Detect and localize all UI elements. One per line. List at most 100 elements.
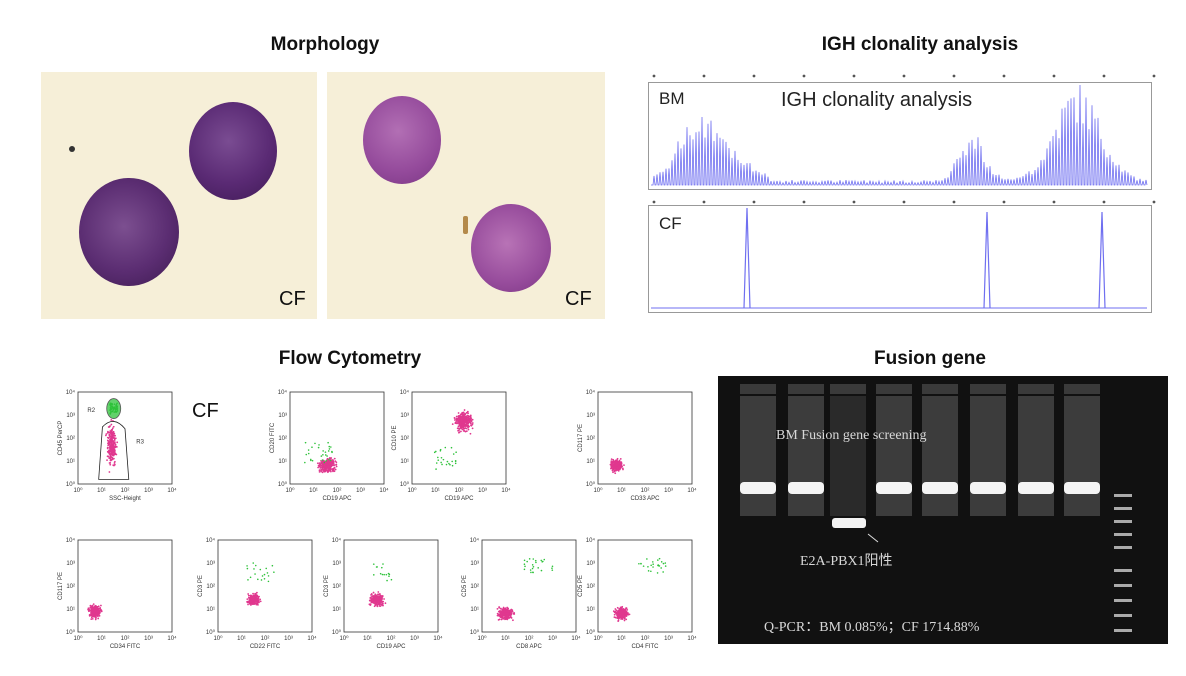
flow-y-tick: 10³ bbox=[278, 413, 287, 419]
gel-pointer bbox=[867, 533, 879, 543]
flow-x-tick: 10³ bbox=[548, 636, 557, 642]
flow-x-tick: 10⁴ bbox=[167, 635, 177, 642]
tick-mark bbox=[1002, 74, 1006, 78]
flow-y-tick: 10¹ bbox=[400, 459, 409, 465]
flow-x-tick: 10² bbox=[121, 636, 130, 642]
gel-well bbox=[830, 384, 866, 394]
flow-x-label: CD34 FITC bbox=[110, 644, 141, 650]
flow-y-tick: 10² bbox=[400, 436, 409, 442]
flow-events bbox=[609, 457, 625, 475]
flow-x-tick: 10² bbox=[121, 488, 130, 494]
tick-mark bbox=[1102, 74, 1106, 78]
flow-y-label: CD45 PerCP bbox=[58, 421, 64, 456]
flow-y-label: CD10 PE bbox=[392, 425, 398, 450]
tick-mark bbox=[902, 200, 906, 204]
flow-x-tick: 10² bbox=[333, 488, 342, 494]
flow-y-tick: 10⁰ bbox=[278, 481, 288, 488]
igh-cf-label: CF bbox=[659, 214, 682, 233]
flow-x-tick: 10⁰ bbox=[477, 635, 487, 642]
flow-y-tick: 10³ bbox=[332, 561, 341, 567]
gel-well bbox=[970, 384, 1006, 394]
flow-cf-label: CF bbox=[192, 400, 219, 422]
gel-band bbox=[788, 482, 824, 494]
flow-x-tick: 10⁴ bbox=[571, 635, 581, 642]
gate-r2 bbox=[106, 398, 122, 419]
flow-x-tick: 10¹ bbox=[617, 488, 626, 494]
flow-y-tick: 10⁴ bbox=[278, 389, 288, 396]
ladder-band bbox=[1114, 507, 1132, 510]
flow-events bbox=[612, 557, 667, 622]
flow-y-tick: 10³ bbox=[66, 413, 75, 419]
blast-cell bbox=[189, 102, 277, 200]
flow-events bbox=[433, 409, 474, 470]
tick-mark bbox=[952, 200, 956, 204]
flow-title: Flow Cytometry bbox=[278, 348, 422, 369]
blast-cell bbox=[363, 96, 441, 184]
flow-y-tick: 10⁴ bbox=[586, 389, 596, 396]
flow-plot-frame bbox=[77, 391, 173, 485]
flow-x-tick: 10³ bbox=[410, 636, 419, 642]
flow-y-tick: 10⁰ bbox=[400, 481, 410, 488]
flow-y-tick: 10⁰ bbox=[470, 629, 480, 636]
flow-x-tick: 10⁴ bbox=[379, 487, 389, 494]
flow-y-tick: 10³ bbox=[586, 413, 595, 419]
flow-events bbox=[496, 558, 554, 622]
flow-y-tick: 10² bbox=[206, 584, 215, 590]
flow-events bbox=[304, 441, 338, 474]
tick-mark bbox=[1002, 200, 1006, 204]
gel-smear bbox=[970, 396, 1006, 516]
flow-x-tick: 10⁴ bbox=[167, 487, 177, 494]
flow-x-tick: 10³ bbox=[664, 636, 673, 642]
flow-y-tick: 10² bbox=[470, 584, 479, 590]
igh-cf-peak-1 bbox=[743, 207, 751, 309]
flow-x-tick: 10¹ bbox=[363, 636, 372, 642]
flow-x-tick: 10¹ bbox=[237, 636, 246, 642]
flow-x-tick: 10¹ bbox=[617, 636, 626, 642]
gel-smear bbox=[1018, 396, 1054, 516]
igh-cf-trace-box: CF bbox=[648, 205, 1152, 313]
flow-x-tick: 10⁴ bbox=[501, 487, 511, 494]
gel-positive-label: E2A-PBX1阳性 bbox=[800, 554, 893, 569]
gel-well bbox=[922, 384, 958, 394]
tick-mark bbox=[702, 74, 706, 78]
gel-well bbox=[1064, 384, 1100, 394]
flow-x-tick: 10¹ bbox=[501, 636, 510, 642]
flow-y-tick: 10³ bbox=[586, 561, 595, 567]
tick-mark bbox=[902, 74, 906, 78]
flow-x-label: CD19 APC bbox=[322, 496, 352, 502]
ladder-band bbox=[1114, 629, 1132, 632]
igh-cf-trace bbox=[651, 207, 1147, 309]
gel-band bbox=[970, 482, 1006, 494]
morphology-panel-1: CF bbox=[41, 72, 317, 319]
gel-band bbox=[876, 482, 912, 494]
gel-band bbox=[1064, 482, 1100, 494]
gel-well bbox=[1018, 384, 1054, 394]
flow-plot-frame bbox=[481, 539, 577, 633]
flow-x-tick: 10² bbox=[641, 488, 650, 494]
gel-smear bbox=[922, 396, 958, 516]
flow-y-label: CD3 PE bbox=[198, 575, 204, 597]
gel-band bbox=[740, 482, 776, 494]
flow-x-label: CD19 APC bbox=[444, 496, 474, 502]
flow-x-label: CD22 FITC bbox=[250, 644, 281, 650]
tick-mark bbox=[852, 200, 856, 204]
flow-plot-frame bbox=[289, 391, 385, 485]
fusion-title: Fusion gene bbox=[874, 348, 986, 369]
flow-y-tick: 10¹ bbox=[586, 459, 595, 465]
tick-mark bbox=[1152, 200, 1156, 204]
flow-plot-frame bbox=[411, 391, 507, 485]
flow-x-tick: 10⁴ bbox=[307, 635, 317, 642]
flow-y-tick: 10⁰ bbox=[66, 481, 76, 488]
gate-r3 bbox=[98, 421, 130, 480]
flow-x-tick: 10³ bbox=[284, 636, 293, 642]
flow-y-tick: 10² bbox=[586, 584, 595, 590]
flow-x-tick: 10³ bbox=[144, 636, 153, 642]
flow-x-tick: 10³ bbox=[478, 488, 487, 494]
flow-x-tick: 10² bbox=[641, 636, 650, 642]
gate-r2-label: R2 bbox=[87, 408, 95, 414]
flow-x-tick: 10⁰ bbox=[285, 487, 295, 494]
gel-smear bbox=[788, 396, 824, 516]
debris-dot bbox=[463, 216, 468, 234]
